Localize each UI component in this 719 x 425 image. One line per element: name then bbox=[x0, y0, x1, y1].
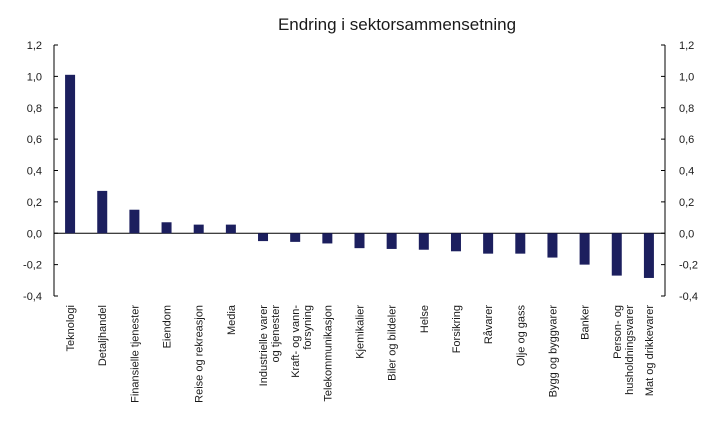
bar bbox=[354, 233, 365, 249]
category-label: Banker bbox=[580, 305, 592, 340]
category-label: Media bbox=[226, 304, 238, 335]
category-label: Industrielle varer bbox=[258, 305, 270, 387]
left-tick-label: 0,6 bbox=[27, 134, 42, 146]
right-tick-label: 0,0 bbox=[679, 228, 694, 240]
right-y-axis: 1,2 1,0 0,8 0,6 0,4 0,2 0,0 -0,2 -0,4 bbox=[661, 40, 698, 303]
left-tick-label: -0,4 bbox=[23, 291, 42, 303]
bar bbox=[643, 233, 654, 278]
bar bbox=[322, 233, 333, 244]
category-label: Kraft- og vann- bbox=[290, 305, 302, 378]
bar bbox=[450, 233, 461, 252]
left-tick-label: 0,0 bbox=[27, 228, 42, 240]
category-label: Eiendom bbox=[162, 305, 174, 348]
bar bbox=[611, 233, 622, 276]
bar bbox=[258, 233, 269, 242]
bar bbox=[65, 74, 76, 234]
left-tick-label: 0,4 bbox=[27, 166, 42, 178]
left-tick-label: 1,2 bbox=[27, 40, 42, 52]
right-tick-label: 1,0 bbox=[679, 71, 694, 83]
category-label: forsyning bbox=[302, 305, 314, 350]
bar bbox=[483, 233, 494, 254]
category-label: Forsikring bbox=[451, 305, 463, 353]
bar bbox=[193, 224, 204, 234]
category-label: Kjemikalier bbox=[355, 305, 367, 359]
bar bbox=[225, 224, 236, 234]
category-label: Detaljhandel bbox=[97, 305, 109, 366]
category-label: Olje og gass bbox=[515, 305, 527, 367]
bars bbox=[65, 74, 654, 278]
left-tick-label: 0,2 bbox=[27, 197, 42, 209]
left-y-axis: 1,2 1,0 0,8 0,6 0,4 0,2 0,0 -0,2 -0,4 bbox=[23, 40, 58, 303]
category-label: og tjenester bbox=[270, 305, 282, 363]
right-tick-label: 0,4 bbox=[679, 166, 694, 178]
left-tick-label: 1,0 bbox=[27, 71, 42, 83]
right-tick-label: -0,2 bbox=[679, 260, 698, 272]
category-label: Biler og bildeler bbox=[387, 305, 399, 381]
bar bbox=[579, 233, 590, 265]
bar bbox=[129, 209, 140, 234]
category-label: Helse bbox=[419, 305, 431, 333]
right-tick-label: 1,2 bbox=[679, 40, 694, 52]
category-label: Person- og bbox=[612, 305, 624, 359]
right-tick-label: -0,4 bbox=[679, 291, 698, 303]
category-label: Teknologi bbox=[65, 305, 77, 351]
bar bbox=[290, 233, 301, 242]
bar bbox=[418, 233, 429, 250]
right-tick-label: 0,8 bbox=[679, 103, 694, 115]
category-labels: Teknologi Detaljhandel Finansielle tjenest… bbox=[65, 304, 656, 403]
chart-title: Endring i sektorsammensetning bbox=[278, 15, 516, 34]
category-label: Råvarer bbox=[483, 305, 495, 344]
category-label: husholdningsvarer bbox=[624, 305, 636, 395]
bar bbox=[386, 233, 397, 249]
category-label: Reise og rekreasjon bbox=[194, 305, 206, 403]
right-tick-label: 0,6 bbox=[679, 134, 694, 146]
bar bbox=[161, 222, 172, 234]
bar bbox=[547, 233, 558, 258]
axes bbox=[53, 45, 666, 296]
category-label: Telekommunikasjon bbox=[322, 305, 334, 402]
bar bbox=[515, 233, 526, 254]
category-label: Mat og drikkevarer bbox=[644, 305, 656, 396]
category-label: Finansielle tjenester bbox=[129, 305, 141, 403]
right-tick-label: 0,2 bbox=[679, 197, 694, 209]
category-label: Bygg og byggvarer bbox=[547, 305, 559, 398]
left-tick-label: 0,8 bbox=[27, 103, 42, 115]
left-tick-label: -0,2 bbox=[23, 260, 42, 272]
bar bbox=[97, 190, 108, 234]
